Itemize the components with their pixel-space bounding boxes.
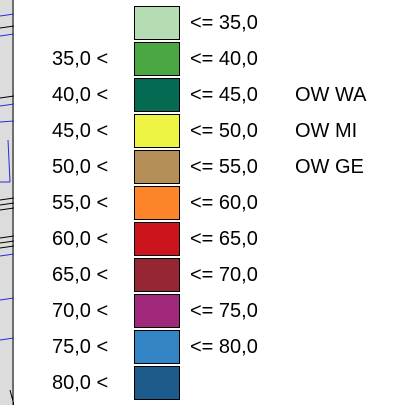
legend-upper-bound: <= 65,0 xyxy=(190,228,258,250)
legend-swatch xyxy=(134,294,180,328)
legend-row: 80,0 < xyxy=(0,366,413,400)
legend-lower-bound: 80,0 < xyxy=(52,372,109,394)
legend-lower-bound: 35,0 < xyxy=(52,48,109,70)
legend-swatch xyxy=(134,150,180,184)
legend-lower-bound: 75,0 < xyxy=(52,336,109,358)
legend-lower-bound: 60,0 < xyxy=(52,228,109,250)
legend-swatch xyxy=(134,6,180,40)
legend-swatch xyxy=(134,186,180,220)
legend-lower-bound: 40,0 < xyxy=(52,84,109,106)
legend-swatch xyxy=(134,366,180,400)
map-edge xyxy=(0,0,14,405)
legend-row: 70,0 < <= 75,0 xyxy=(0,294,413,328)
legend-class-label: OW GE xyxy=(295,156,364,178)
legend-row: 35,0 < <= 40,0 xyxy=(0,42,413,76)
legend-row: <= 35,0 xyxy=(0,6,413,40)
legend-upper-bound: <= 50,0 xyxy=(190,120,258,142)
legend-lower-bound: 45,0 < xyxy=(52,120,109,142)
legend-class-label: OW MI xyxy=(295,120,358,142)
legend-upper-bound: <= 75,0 xyxy=(190,300,258,322)
legend-swatch xyxy=(134,78,180,112)
legend-upper-bound: <= 60,0 xyxy=(190,192,258,214)
legend-class-label: OW WA xyxy=(295,84,367,106)
legend-swatch xyxy=(134,330,180,364)
legend-row: 45,0 < <= 50,0 OW MI xyxy=(0,114,413,148)
legend-swatch xyxy=(134,114,180,148)
legend-upper-bound: <= 70,0 xyxy=(190,264,258,286)
legend-row: 65,0 < <= 70,0 xyxy=(0,258,413,292)
legend-lower-bound: 65,0 < xyxy=(52,264,109,286)
legend-swatch xyxy=(134,258,180,292)
legend-upper-bound: <= 55,0 xyxy=(190,156,258,178)
legend-row: 55,0 < <= 60,0 xyxy=(0,186,413,220)
legend-upper-bound: <= 35,0 xyxy=(190,12,258,34)
legend-row: 50,0 < <= 55,0 OW GE xyxy=(0,150,413,184)
legend-swatch xyxy=(134,42,180,76)
legend-row: 60,0 < <= 65,0 xyxy=(0,222,413,256)
legend-upper-bound: <= 80,0 xyxy=(190,336,258,358)
legend-lower-bound: 55,0 < xyxy=(52,192,109,214)
legend-upper-bound: <= 45,0 xyxy=(190,84,258,106)
legend-row: 75,0 < <= 80,0 xyxy=(0,330,413,364)
legend-lower-bound: 50,0 < xyxy=(52,156,109,178)
legend-swatch xyxy=(134,222,180,256)
legend-upper-bound: <= 40,0 xyxy=(190,48,258,70)
legend-row: 40,0 < <= 45,0 OW WA xyxy=(0,78,413,112)
legend-lower-bound: 70,0 < xyxy=(52,300,109,322)
